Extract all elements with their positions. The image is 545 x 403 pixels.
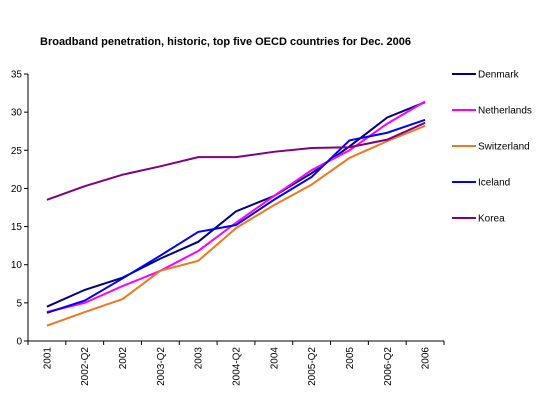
- legend-label: Denmark: [478, 70, 520, 81]
- x-tick-label: 2006-Q2: [383, 347, 394, 386]
- x-tick-label: 2005: [345, 347, 356, 370]
- legend-label: Netherlands: [478, 106, 532, 117]
- legend-label: Iceland: [478, 178, 510, 189]
- x-tick-label: 2004-Q2: [232, 347, 243, 386]
- x-tick-label: 2002-Q2: [80, 347, 91, 386]
- x-tick-label: 2006: [421, 347, 432, 370]
- y-tick-label: 15: [11, 222, 23, 233]
- series-line: [46, 118, 426, 314]
- series-line: [46, 124, 426, 327]
- legend-label: Korea: [478, 214, 505, 225]
- y-tick-label: 5: [16, 298, 22, 309]
- chart-title: Broadband penetration, historic, top fiv…: [40, 36, 411, 48]
- series-line: [46, 121, 426, 201]
- y-tick-label: 30: [11, 108, 23, 119]
- x-tick-label: 2003-Q2: [156, 347, 167, 386]
- y-tick-label: 25: [11, 146, 23, 157]
- x-tick-label: 2002: [118, 347, 129, 370]
- x-tick-label: 2004: [269, 347, 280, 370]
- series-line: [46, 100, 426, 313]
- x-tick-label: 2005-Q2: [307, 347, 318, 386]
- y-tick-label: 35: [11, 70, 23, 81]
- legend-label: Switzerland: [478, 142, 530, 153]
- y-tick-label: 10: [11, 260, 23, 271]
- y-tick-label: 20: [11, 184, 23, 195]
- x-tick-label: 2001: [42, 347, 53, 370]
- x-tick-label: 2003: [194, 347, 205, 370]
- series-line: [46, 101, 426, 308]
- y-tick-label: 0: [16, 337, 22, 348]
